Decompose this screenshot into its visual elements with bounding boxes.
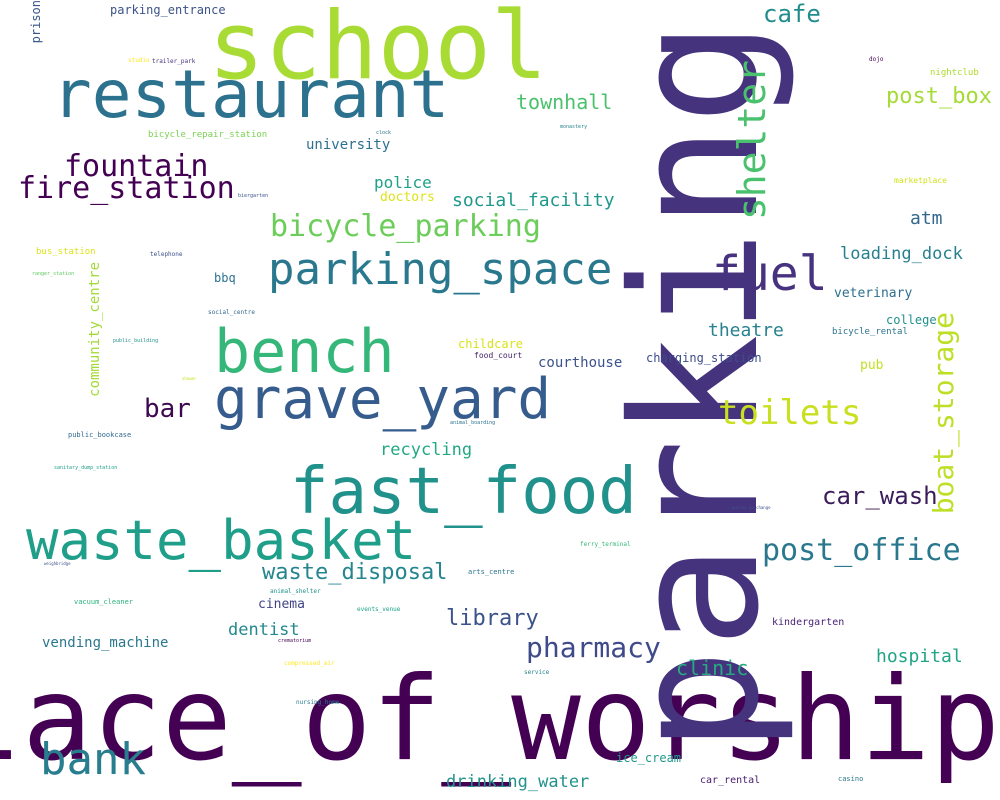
word-kindergarten: kindergarten	[772, 617, 845, 628]
word-waste-disposal: waste_disposal	[262, 560, 448, 585]
word-weighbridge: weighbridge	[44, 561, 71, 566]
word-ranger-station: ranger_station	[32, 271, 75, 277]
word-drinking-water: drinking_water	[446, 772, 590, 792]
word-grave-yard: grave_yard	[214, 367, 552, 432]
word-post-office: post_office	[762, 533, 961, 568]
word-bbq: bbq	[214, 271, 236, 285]
word-pub: pub	[860, 358, 884, 373]
word-shelter: shelter	[730, 60, 774, 221]
word-monastery: monastery	[560, 124, 588, 130]
word-doctors: doctors	[380, 190, 435, 205]
word-bench: bench	[214, 317, 395, 387]
word-marketplace: marketplace	[894, 176, 947, 185]
word-charging-station: charging_station	[646, 351, 762, 365]
word-waste-basket: waste_basket	[26, 509, 417, 572]
word-pharmacy: pharmacy	[526, 631, 661, 664]
word-trailer-park: trailer_park	[152, 58, 196, 65]
word-crematorium: crematorium	[278, 638, 312, 644]
word-parking-entrance: parking_entrance	[110, 3, 226, 17]
word-bureau-de-change: bureau_de_change	[732, 505, 771, 510]
word-cinema: cinema	[258, 597, 305, 612]
word-bank: bank	[40, 734, 146, 785]
word-post-box: post_box	[886, 84, 992, 109]
word-animal-shelter: animal_shelter	[270, 588, 321, 595]
word-dojo: dojo	[869, 56, 884, 63]
word-community-centre: community_centre	[87, 262, 103, 397]
word-nightclub: nightclub	[930, 68, 979, 78]
word-service: service	[524, 669, 550, 676]
word-townhall: townhall	[516, 90, 613, 114]
word-vacuum-cleaner: vacuum_cleaner	[74, 598, 134, 606]
word-casino: casino	[838, 775, 864, 783]
word-fast-food: fast_food	[290, 455, 637, 529]
word-hospital: hospital	[876, 646, 963, 667]
word-bicycle-parking: bicycle_parking	[270, 209, 541, 244]
word-fuel: fuel	[712, 246, 828, 302]
word-university: university	[306, 137, 391, 153]
word-college: college	[886, 313, 937, 327]
word-arts-centre: arts_centre	[468, 568, 515, 576]
word-bicycle-rental: bicycle_rental	[832, 327, 908, 337]
word-dentist: dentist	[228, 620, 300, 640]
word-studio: studio	[128, 57, 150, 64]
word-school: school	[208, 0, 548, 101]
word-public-bookcase: public_bookcase	[68, 431, 132, 439]
word-car-rental: car_rental	[700, 775, 761, 786]
word-library: library	[446, 606, 539, 631]
word-cafe: cafe	[763, 0, 821, 28]
word-parking-space: parking_space	[268, 244, 613, 295]
word-vending-machine: vending_machine	[42, 635, 169, 651]
word-public-building: public_building	[113, 338, 159, 344]
word-fountain: fountain	[64, 149, 209, 184]
word-car-wash: car_wash	[822, 482, 938, 510]
word-telephone: telephone	[150, 251, 183, 258]
word-childcare: childcare	[458, 337, 524, 351]
word-social-centre: social_centre	[208, 309, 255, 316]
word-nursing-home: nursing_home	[296, 699, 340, 706]
word-loading-dock: loading_dock	[840, 244, 963, 264]
word-sanitary-dump-station: sanitary_dump_station	[54, 465, 118, 471]
word-compressed-air: compressed_air	[284, 660, 335, 667]
word-veterinary: veterinary	[834, 286, 913, 301]
word-shower: shower	[182, 376, 197, 381]
word-events-venue: events_venue	[357, 606, 401, 613]
word-biergarten: biergarten	[238, 193, 269, 199]
word-theatre: theatre	[708, 320, 784, 341]
word-restaurant: restaurant	[52, 56, 450, 133]
word-fire-station: fire_station	[18, 171, 235, 206]
word-police: police	[374, 173, 432, 192]
word-place-of-worship: place_of_worship	[0, 652, 1000, 787]
word-prison: prison	[29, 0, 43, 44]
word-social-facility: social_facility	[452, 190, 615, 211]
word-toilets: toilets	[718, 393, 862, 433]
word-food-court: food_court	[474, 351, 523, 360]
word-animal-boarding: animal_boarding	[450, 420, 496, 426]
word-recycling: recycling	[380, 440, 473, 460]
word-courthouse: courthouse	[538, 355, 623, 371]
word-ice-cream: ice_cream	[616, 751, 682, 765]
word-bar: bar	[144, 394, 191, 424]
word-ferry-terminal: ferry_terminal	[580, 541, 631, 548]
word-clock: clock	[376, 130, 392, 136]
word-bus-station: bus_station	[36, 247, 96, 257]
word-bicycle-repair-station: bicycle_repair_station	[148, 130, 268, 140]
word-clinic: clinic	[676, 656, 749, 680]
word-atm: atm	[910, 208, 943, 229]
